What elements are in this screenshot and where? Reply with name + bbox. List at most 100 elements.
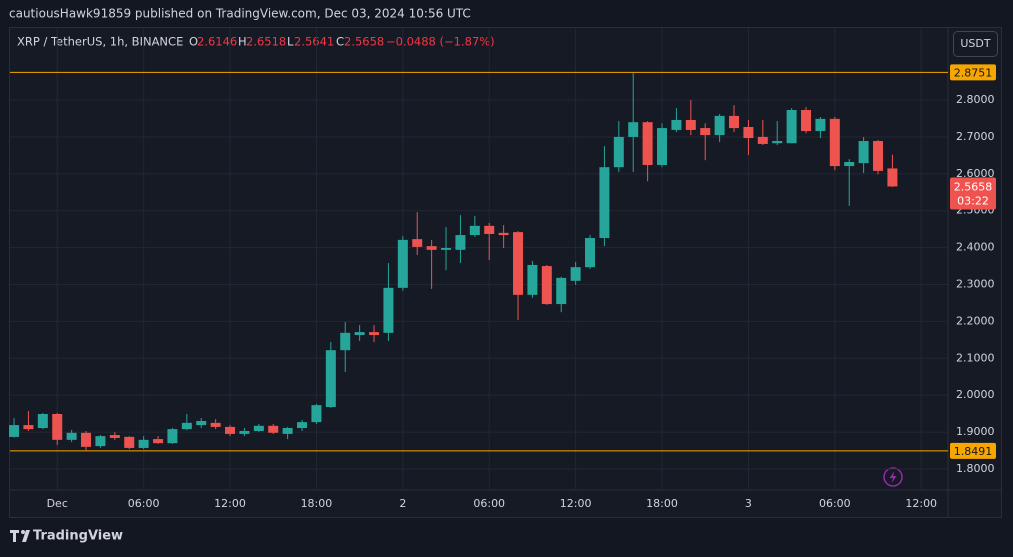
candle-body bbox=[325, 350, 336, 407]
candle-body bbox=[642, 122, 653, 165]
candle-body bbox=[282, 428, 293, 434]
y-tick-label: 1.9000 bbox=[956, 425, 995, 438]
candle-body bbox=[757, 136, 768, 144]
candle-body bbox=[426, 246, 437, 250]
symbol: XRP / TetherUS, 1h, BINANCE bbox=[17, 35, 183, 49]
alert-bolt[interactable] bbox=[889, 471, 897, 483]
candle-body bbox=[570, 267, 581, 281]
candle-body bbox=[887, 168, 898, 187]
candle-body bbox=[412, 239, 423, 247]
candle-body bbox=[599, 167, 610, 239]
candle-body bbox=[628, 122, 639, 137]
candle-body bbox=[268, 425, 279, 433]
candle-body bbox=[729, 115, 740, 129]
y-tick-label: 2.7000 bbox=[956, 130, 995, 143]
last-price: 2.5658 bbox=[954, 180, 993, 193]
candle-body bbox=[52, 414, 63, 440]
x-tick-label: 06:00 bbox=[473, 497, 505, 510]
ohlc-value: 2.6146 bbox=[197, 35, 237, 49]
candle-body bbox=[383, 287, 394, 333]
candle-body bbox=[225, 426, 236, 434]
x-tick-label: 12:00 bbox=[560, 497, 592, 510]
candle-body bbox=[786, 110, 797, 144]
alert-circle[interactable] bbox=[883, 467, 903, 487]
ohlc-value: 2.5658 bbox=[344, 35, 384, 49]
candle-body bbox=[873, 140, 884, 171]
candle-body bbox=[23, 425, 34, 430]
candle-body bbox=[441, 247, 452, 250]
candle-body bbox=[801, 110, 812, 132]
candle-body bbox=[340, 332, 351, 351]
x-tick-label: 12:00 bbox=[214, 497, 246, 510]
candle-body bbox=[455, 235, 466, 250]
candle-body bbox=[138, 439, 149, 448]
candle-body bbox=[167, 429, 178, 444]
candle-body bbox=[844, 162, 855, 167]
candle-body bbox=[772, 140, 783, 144]
ohlc-label: H bbox=[238, 35, 247, 49]
candle-body bbox=[714, 115, 725, 136]
x-tick-label: Dec bbox=[47, 497, 68, 510]
chart-panel bbox=[9, 27, 1002, 518]
candle-body bbox=[685, 119, 696, 130]
candle-body bbox=[66, 432, 77, 440]
candle-body bbox=[253, 425, 264, 431]
price-tag-label: 1.8491 bbox=[954, 445, 993, 458]
candle-body bbox=[613, 136, 624, 168]
candle-body bbox=[181, 422, 192, 430]
candle-body bbox=[556, 277, 567, 305]
candle-body bbox=[369, 332, 380, 336]
candle-body bbox=[37, 414, 48, 429]
y-tick-label: 2.6000 bbox=[956, 167, 995, 180]
y-tick-label: 2.2000 bbox=[956, 314, 995, 327]
brand: TradingView bbox=[33, 529, 123, 544]
price-tag bbox=[950, 64, 996, 81]
candle-body bbox=[297, 422, 308, 429]
candle-body bbox=[95, 436, 106, 447]
candle-body bbox=[498, 232, 509, 236]
candle-body bbox=[829, 118, 840, 167]
ohlc-value: 2.5641 bbox=[294, 35, 334, 49]
candle-body bbox=[743, 126, 754, 139]
x-tick-label: 18:00 bbox=[646, 497, 678, 510]
candle-body bbox=[9, 425, 20, 437]
candle-body bbox=[153, 439, 164, 444]
ohlc-label: L bbox=[287, 35, 294, 49]
currency[interactable]: USDT bbox=[960, 37, 991, 50]
alert-icon[interactable] bbox=[883, 467, 903, 487]
candle-body bbox=[815, 118, 826, 132]
x-tick-label: 2 bbox=[399, 497, 406, 510]
y-tick-label: 2.0000 bbox=[956, 388, 995, 401]
candle-body bbox=[585, 238, 596, 268]
x-tick-label: 06:00 bbox=[819, 497, 851, 510]
candle-body bbox=[81, 432, 92, 447]
y-tick-label: 2.4000 bbox=[956, 241, 995, 254]
candle-body bbox=[196, 421, 207, 426]
ohlc-value: 2.6518 bbox=[246, 35, 286, 49]
candle-body bbox=[109, 435, 120, 438]
candle-body bbox=[239, 430, 250, 434]
y-tick-label: 2.1000 bbox=[956, 351, 995, 364]
brand-logo bbox=[10, 530, 30, 542]
candle-body bbox=[311, 405, 322, 423]
candle-body bbox=[513, 232, 524, 295]
candle-body bbox=[210, 422, 221, 427]
last-price-tag bbox=[950, 177, 996, 210]
x-tick-label: 06:00 bbox=[128, 497, 160, 510]
price-tag-label: 2.8751 bbox=[954, 66, 993, 79]
logo-mark bbox=[10, 530, 30, 542]
logo-dot bbox=[21, 530, 25, 534]
candle-body bbox=[484, 225, 495, 234]
publish-header: cautiousHawk91859 published on TradingVi… bbox=[9, 7, 471, 21]
candle-body bbox=[657, 128, 668, 165]
candle-body bbox=[469, 225, 480, 236]
change: −0.0488 (−1.87%) bbox=[386, 35, 495, 49]
candle-body bbox=[700, 128, 711, 136]
currency-button[interactable] bbox=[953, 31, 998, 57]
y-tick-label: 1.8000 bbox=[956, 462, 995, 475]
x-tick-label: 12:00 bbox=[905, 497, 937, 510]
x-tick-label: 18:00 bbox=[301, 497, 333, 510]
candle-body bbox=[671, 119, 682, 130]
y-tick-label: 2.8000 bbox=[956, 93, 995, 106]
